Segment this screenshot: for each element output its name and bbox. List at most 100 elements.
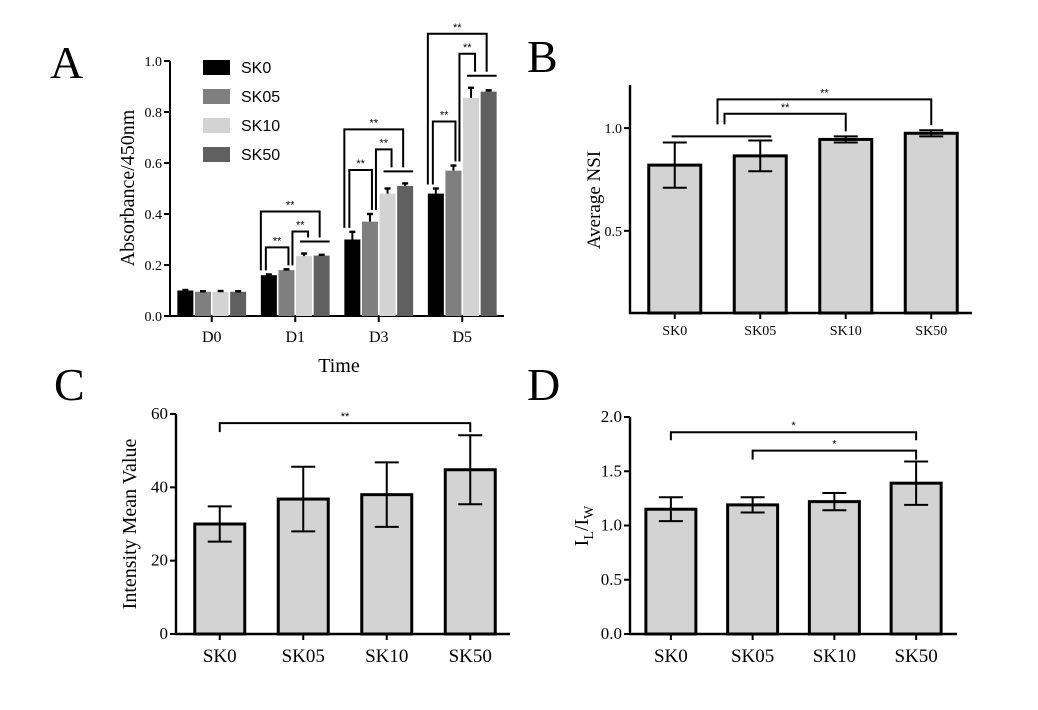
bar-sk0 [644,507,698,636]
sig-sk0-sk50-label: * [791,420,796,432]
bar-sk05 [726,503,780,636]
legend-swatch-sk05 [203,89,230,104]
panel-b: B Average NSI 0.5 1.0 SK0 SK05 SK10 SK50 ** ** [527,31,972,339]
sig-sk0-pair-d3-label: ** [369,117,378,129]
x-tick-label-sk0: SK0 [654,646,688,667]
sig-sk0-sk05-d3 [348,169,373,228]
x-axis-label-a: Time [318,355,360,377]
sig-pair-sk50-label: ** [820,87,829,99]
sig-sk05-sk50 [751,449,918,460]
bar-sk10-d5 [463,97,480,316]
y-tick-label-c: 40 [151,477,168,496]
x-tick-label-sk50: SK50 [894,646,937,667]
sig-sk0-pair-d1 [259,210,321,271]
sig-sk05-pair-d1-label: ** [296,220,305,232]
y-tick-label-b: 1.0 [605,122,623,137]
y-tick-label-d: 0.5 [601,570,622,589]
sig-sk0-sk05-d3-label: ** [356,158,365,170]
panel-letter-b: B [527,31,558,82]
sig-sk05-sk50-label: * [832,439,837,451]
bar-sk10 [818,137,874,315]
sig-sk05-pair-d5-label: ** [463,42,472,54]
bar-sk10-d3 [379,193,396,316]
sig-sk0-sk05-d5-label: ** [440,110,449,122]
sig-sk0-sk50 [669,431,918,441]
x-tick-label-sk05: SK05 [731,646,774,667]
y-tick-label-a: 0.6 [145,157,163,172]
x-tick-label-a: D5 [452,329,472,346]
sig-sk05-pair-d3 [374,148,393,210]
sig-pair-sk10 [723,112,847,132]
bar-sk0-d1 [260,275,277,316]
sig-sk0-sk50-label: ** [341,411,350,423]
sig-sk0-pair-d5 [426,32,488,185]
panel-letter-d: D [527,359,560,410]
x-tick-label-sk50: SK50 [915,324,947,339]
panel-d: D IL/IW 0.0 0.5 1.0 1.5 2.0 SK0 SK05 SK10 SK50 * * [527,359,957,667]
y-tick-label-d: 1.0 [601,516,622,535]
bar-sk0 [647,163,703,315]
x-tick-label-sk05: SK05 [744,324,776,339]
bar-sk10 [807,500,861,636]
y-tick-label-a: 1.0 [145,55,163,70]
panel-letter-a: A [50,37,83,88]
bar-sk50-d5 [480,91,497,316]
panel-a: A Absorbance/450nm Time 0.0 0.2 0.4 0.6 0.8 1… [50,22,504,377]
y-tick-label-d: 2.0 [601,407,622,426]
bar-sk05-d5 [445,170,462,316]
x-tick-label-sk0: SK0 [203,646,237,667]
bar-sk05-d3 [361,221,378,316]
y-axis-label-a: Absorbance/450nm [117,109,139,266]
x-tick-label-a: D3 [369,329,389,346]
bar-sk05 [732,154,788,315]
x-tick-label-sk05: SK05 [282,646,325,667]
plot-area-c: 0 20 40 60 SK0 SK05 SK10 SK50 ** [151,404,510,667]
bar-sk50 [903,131,959,315]
bar-sk0-d3 [344,239,361,316]
sig-sk0-sk05-d1 [264,246,290,271]
bar-sk10-d1 [296,256,313,316]
bar-sk50-d1 [313,255,330,316]
bar-sk50-d3 [397,185,414,316]
y-tick-label-d: 0.0 [601,624,622,643]
y-tick-label-c: 20 [151,551,168,570]
sig-sk0-pair-d1-label: ** [286,200,295,212]
y-label-d-sub2: W [582,505,597,519]
panel-letter-c: C [54,359,85,410]
bar-sk50-d0 [230,291,247,316]
y-tick-label-a: 0.8 [145,106,163,121]
y-tick-label-a: 0.4 [145,208,163,223]
bar-sk0-d0 [177,290,194,316]
plot-area-b: 0.5 1.0 SK0 SK05 SK10 SK50 ** ** [605,85,972,339]
legend-label-sk0: SK0 [241,60,271,77]
y-tick-label-a: 0.0 [145,310,163,325]
x-tick-label-sk0: SK0 [662,324,687,339]
x-tick-label-a: D1 [285,329,305,346]
x-tick-label-a: D0 [202,329,222,346]
bar-sk0-d5 [427,193,444,316]
legend-label-sk10: SK10 [241,118,280,135]
x-tick-label-sk10: SK10 [813,646,856,667]
bar-sk10-d0 [212,291,229,316]
y-tick-label-c: 0 [160,624,169,643]
sig-sk0-sk05-d5 [431,120,457,185]
legend-swatch-sk50 [203,147,230,162]
legend-swatch-sk10 [203,118,230,133]
sig-sk05-pair-d5 [458,52,477,162]
plot-area-a: 0.0 0.2 0.4 0.6 0.8 1.0 D0 D1 D3 D5 SK0 SK05 SK10 SK5… [145,22,504,346]
panel-c: C Intensity Mean Value 0 20 40 60 SK0 SK05 SK1… [54,359,510,667]
bar-sk05-d1 [278,270,295,316]
y-tick-label-c: 60 [151,404,168,423]
y-label-d-main: I [571,540,593,547]
y-axis-label-d: IL/IW [571,505,597,546]
sig-sk05-pair-d1 [291,230,310,266]
sig-pair-sk50 [716,98,933,126]
x-tick-label-sk10: SK10 [365,646,408,667]
bar-sk05-d0 [194,291,211,316]
y-tick-label-d: 1.5 [601,461,622,480]
sig-sk0-pair-d5-label: ** [453,22,462,34]
legend-swatch-sk0 [203,60,230,75]
y-axis-label-c: Intensity Mean Value [119,439,141,610]
legend-label-sk50: SK50 [241,147,280,164]
